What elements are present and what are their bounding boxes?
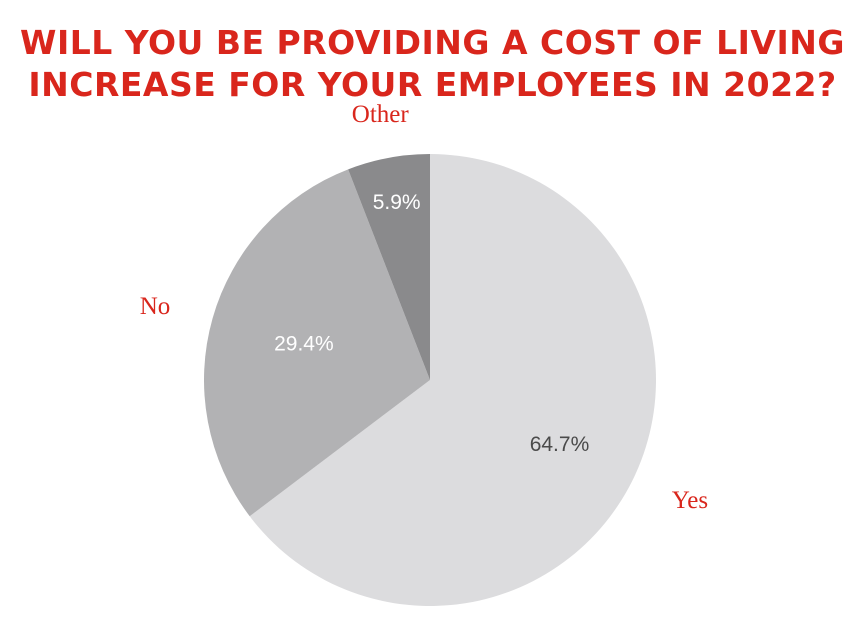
- chart-title-line-2: INCREASE FOR YOUR EMPLOYEES IN 2022?: [28, 65, 837, 104]
- pie-slice-yes: [249, 154, 657, 606]
- slice-category-label-yes: Yes: [672, 487, 708, 514]
- slice-value-label-no: 29.4%: [274, 333, 334, 356]
- chart-title: WILL YOU BE PROVIDING A COST OF LIVING I…: [0, 22, 865, 106]
- slice-category-label-other: Other: [352, 101, 410, 128]
- slice-value-label-yes: 64.7%: [530, 433, 590, 456]
- pie-slice-other: [348, 154, 430, 380]
- slice-category-label-no: No: [140, 293, 171, 320]
- chart-title-line-1: WILL YOU BE PROVIDING A COST OF LIVING: [20, 23, 845, 62]
- pie-slice-no: [204, 169, 430, 517]
- slice-value-label-other: 5.9%: [373, 191, 421, 214]
